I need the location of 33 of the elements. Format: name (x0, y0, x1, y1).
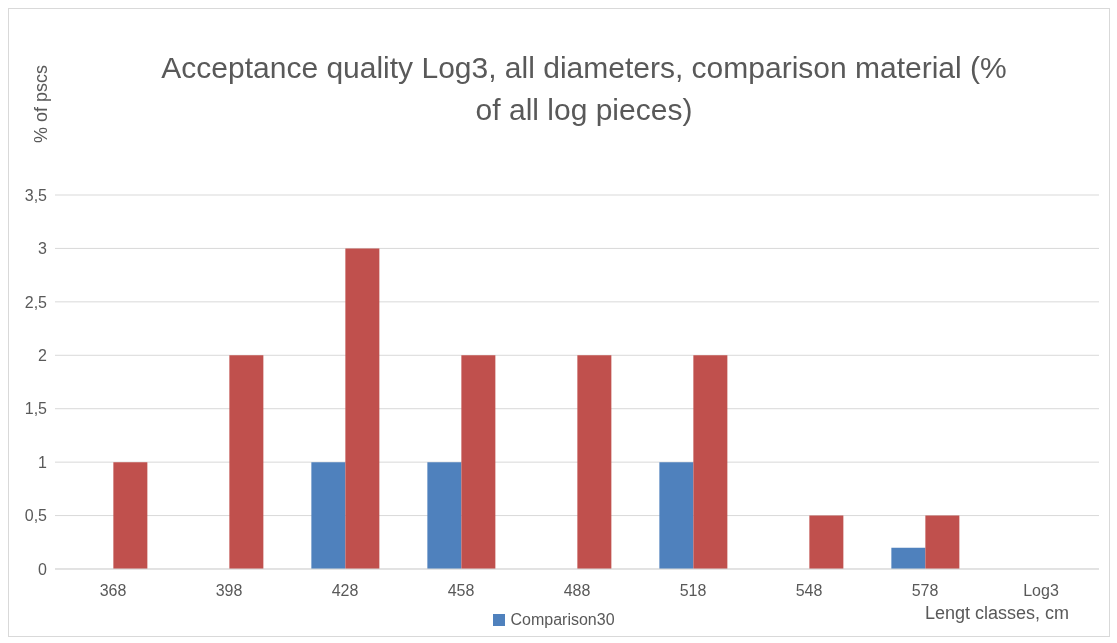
bar (461, 355, 496, 569)
bar (809, 515, 844, 569)
bar (659, 462, 694, 569)
y-tick-label: 1,5 (24, 400, 48, 418)
x-axis-title: Lengt classes, cm (924, 603, 1069, 624)
x-tick-label: 368 (99, 582, 127, 600)
x-tick-label: 548 (795, 582, 823, 600)
bar (925, 515, 960, 569)
y-tick-label: 2,5 (24, 293, 48, 311)
x-tick-label: 488 (563, 582, 591, 600)
y-tick-label: 3 (38, 240, 48, 258)
y-tick-label: 2 (38, 346, 48, 364)
bar (693, 355, 728, 569)
x-tick-label: 578 (911, 582, 939, 600)
bar (427, 462, 462, 569)
bar (113, 462, 148, 569)
y-tick-label: 0,5 (24, 507, 48, 525)
chart-title: Acceptance quality Log3, all diameters, comparison material (% of all log pieces) (160, 50, 1008, 128)
y-tick-label: 0 (38, 560, 48, 578)
bar (229, 355, 264, 569)
legend-label: Comparison30 (509, 611, 615, 629)
x-tick-label: 428 (331, 582, 359, 600)
y-tick-label: 1 (38, 453, 48, 471)
bar (577, 355, 612, 569)
bar (891, 547, 926, 569)
x-tick-label: Log3 (1023, 582, 1059, 600)
y-tick-label: 3,5 (24, 186, 48, 204)
y-axis-title: % of pscs (30, 64, 52, 144)
x-tick-label: 518 (679, 582, 707, 600)
bar (345, 248, 380, 569)
x-tick-label: 458 (447, 582, 475, 600)
bar (311, 462, 346, 569)
x-tick-label: 398 (215, 582, 243, 600)
